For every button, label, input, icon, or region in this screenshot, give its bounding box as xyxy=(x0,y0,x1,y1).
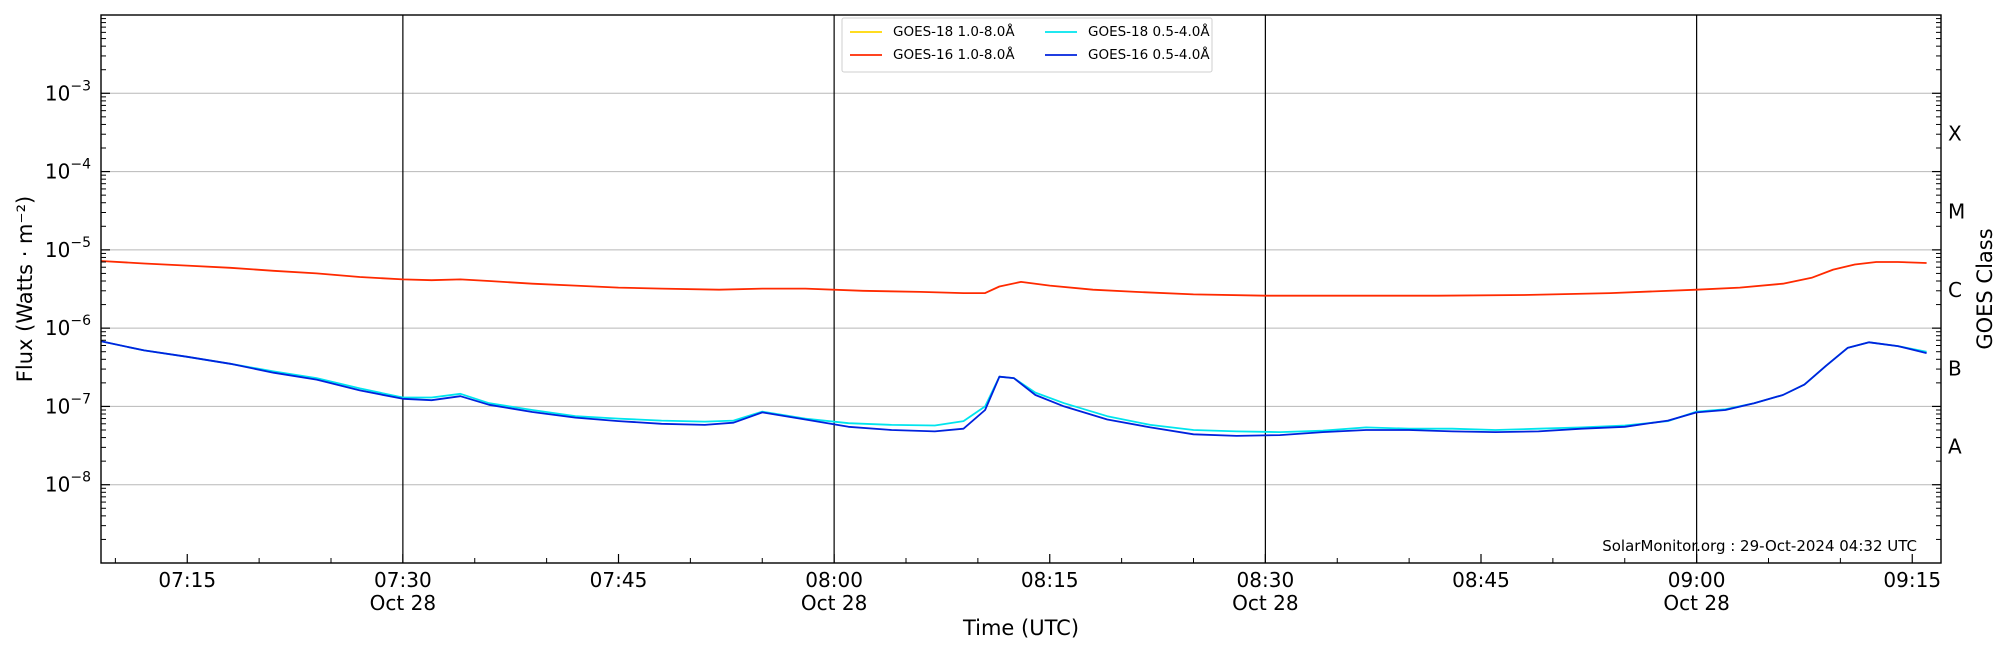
y-tick-exponent: −8 xyxy=(70,470,91,486)
y-tick-label: 10−3 xyxy=(45,78,91,105)
series-line xyxy=(100,340,1927,434)
grid-layer xyxy=(101,92,1941,486)
legend: GOES-18 1.0-8.0Å GOES-16 1.0-8.0Å GOES-18 … xyxy=(841,17,1213,73)
y-tick-base: 10 xyxy=(45,394,70,418)
x-tick-label: 09:15 xyxy=(1883,568,1941,592)
y-tick-base: 10 xyxy=(45,238,70,262)
y-tick-exponent: −3 xyxy=(70,78,91,94)
x-tick-label: 08:30 xyxy=(1237,568,1295,592)
x-tick-label: 08:45 xyxy=(1452,568,1510,592)
goes-class-label: A xyxy=(1948,435,1962,459)
plot-frame xyxy=(100,14,1942,564)
series-line xyxy=(100,340,1927,437)
legend-label: GOES-16 0.5-4.0Å xyxy=(1088,46,1210,63)
right-axis-title: GOES Class xyxy=(1973,228,1997,349)
y-tick-label: 10−7 xyxy=(45,391,91,418)
x-tick-label: 07:15 xyxy=(158,568,216,592)
x-tick-label: 07:45 xyxy=(590,568,648,592)
series-layer xyxy=(100,260,1927,437)
series-line xyxy=(100,260,1927,297)
x-tick-date-label: Oct 28 xyxy=(1663,591,1729,615)
legend-frame xyxy=(841,17,1213,73)
x-tick-date-label: Oct 28 xyxy=(370,591,436,615)
goes-class-label: C xyxy=(1948,278,1962,302)
y-tick-label: 10−4 xyxy=(45,157,91,184)
legend-label: GOES-16 1.0-8.0Å xyxy=(893,46,1015,63)
goes-class-label: X xyxy=(1948,121,1962,145)
y-tick-exponent: −6 xyxy=(70,313,91,329)
y-tick-exponent: −5 xyxy=(70,235,91,251)
x-tick-label: 08:15 xyxy=(1021,568,1079,592)
y-tick-base: 10 xyxy=(45,316,70,340)
x-tick-label: 07:30 xyxy=(374,568,432,592)
goes-class-label: M xyxy=(1948,200,1965,224)
y-tick-label: 10−5 xyxy=(45,235,91,262)
x-tick-date-label: Oct 28 xyxy=(801,591,867,615)
y-tick-exponent: −4 xyxy=(70,157,91,173)
x-tick-label: 09:00 xyxy=(1668,568,1726,592)
x-tick-date-label: Oct 28 xyxy=(1232,591,1298,615)
y-tick-base: 10 xyxy=(45,160,70,184)
y-axis-title: Flux (Watts · m⁻²) xyxy=(13,196,37,382)
y-tick-base: 10 xyxy=(45,473,70,497)
goes-class-label: B xyxy=(1948,356,1962,380)
vertical-line-layer xyxy=(402,15,1698,563)
x-axis-title: Time (UTC) xyxy=(962,616,1079,640)
watermark-annotation: SolarMonitor.org : 29-Oct-2024 04:32 UTC xyxy=(1602,537,1917,555)
y-tick-label: 10−6 xyxy=(45,313,91,340)
y-tick-exponent: −7 xyxy=(70,391,91,407)
tick-layer xyxy=(101,18,1941,563)
y-tick-label: 10−8 xyxy=(45,470,91,497)
x-tick-label: 08:00 xyxy=(805,568,863,592)
y-tick-base: 10 xyxy=(45,81,70,105)
legend-label: GOES-18 1.0-8.0Å xyxy=(893,23,1015,40)
legend-label: GOES-18 0.5-4.0Å xyxy=(1088,23,1210,40)
